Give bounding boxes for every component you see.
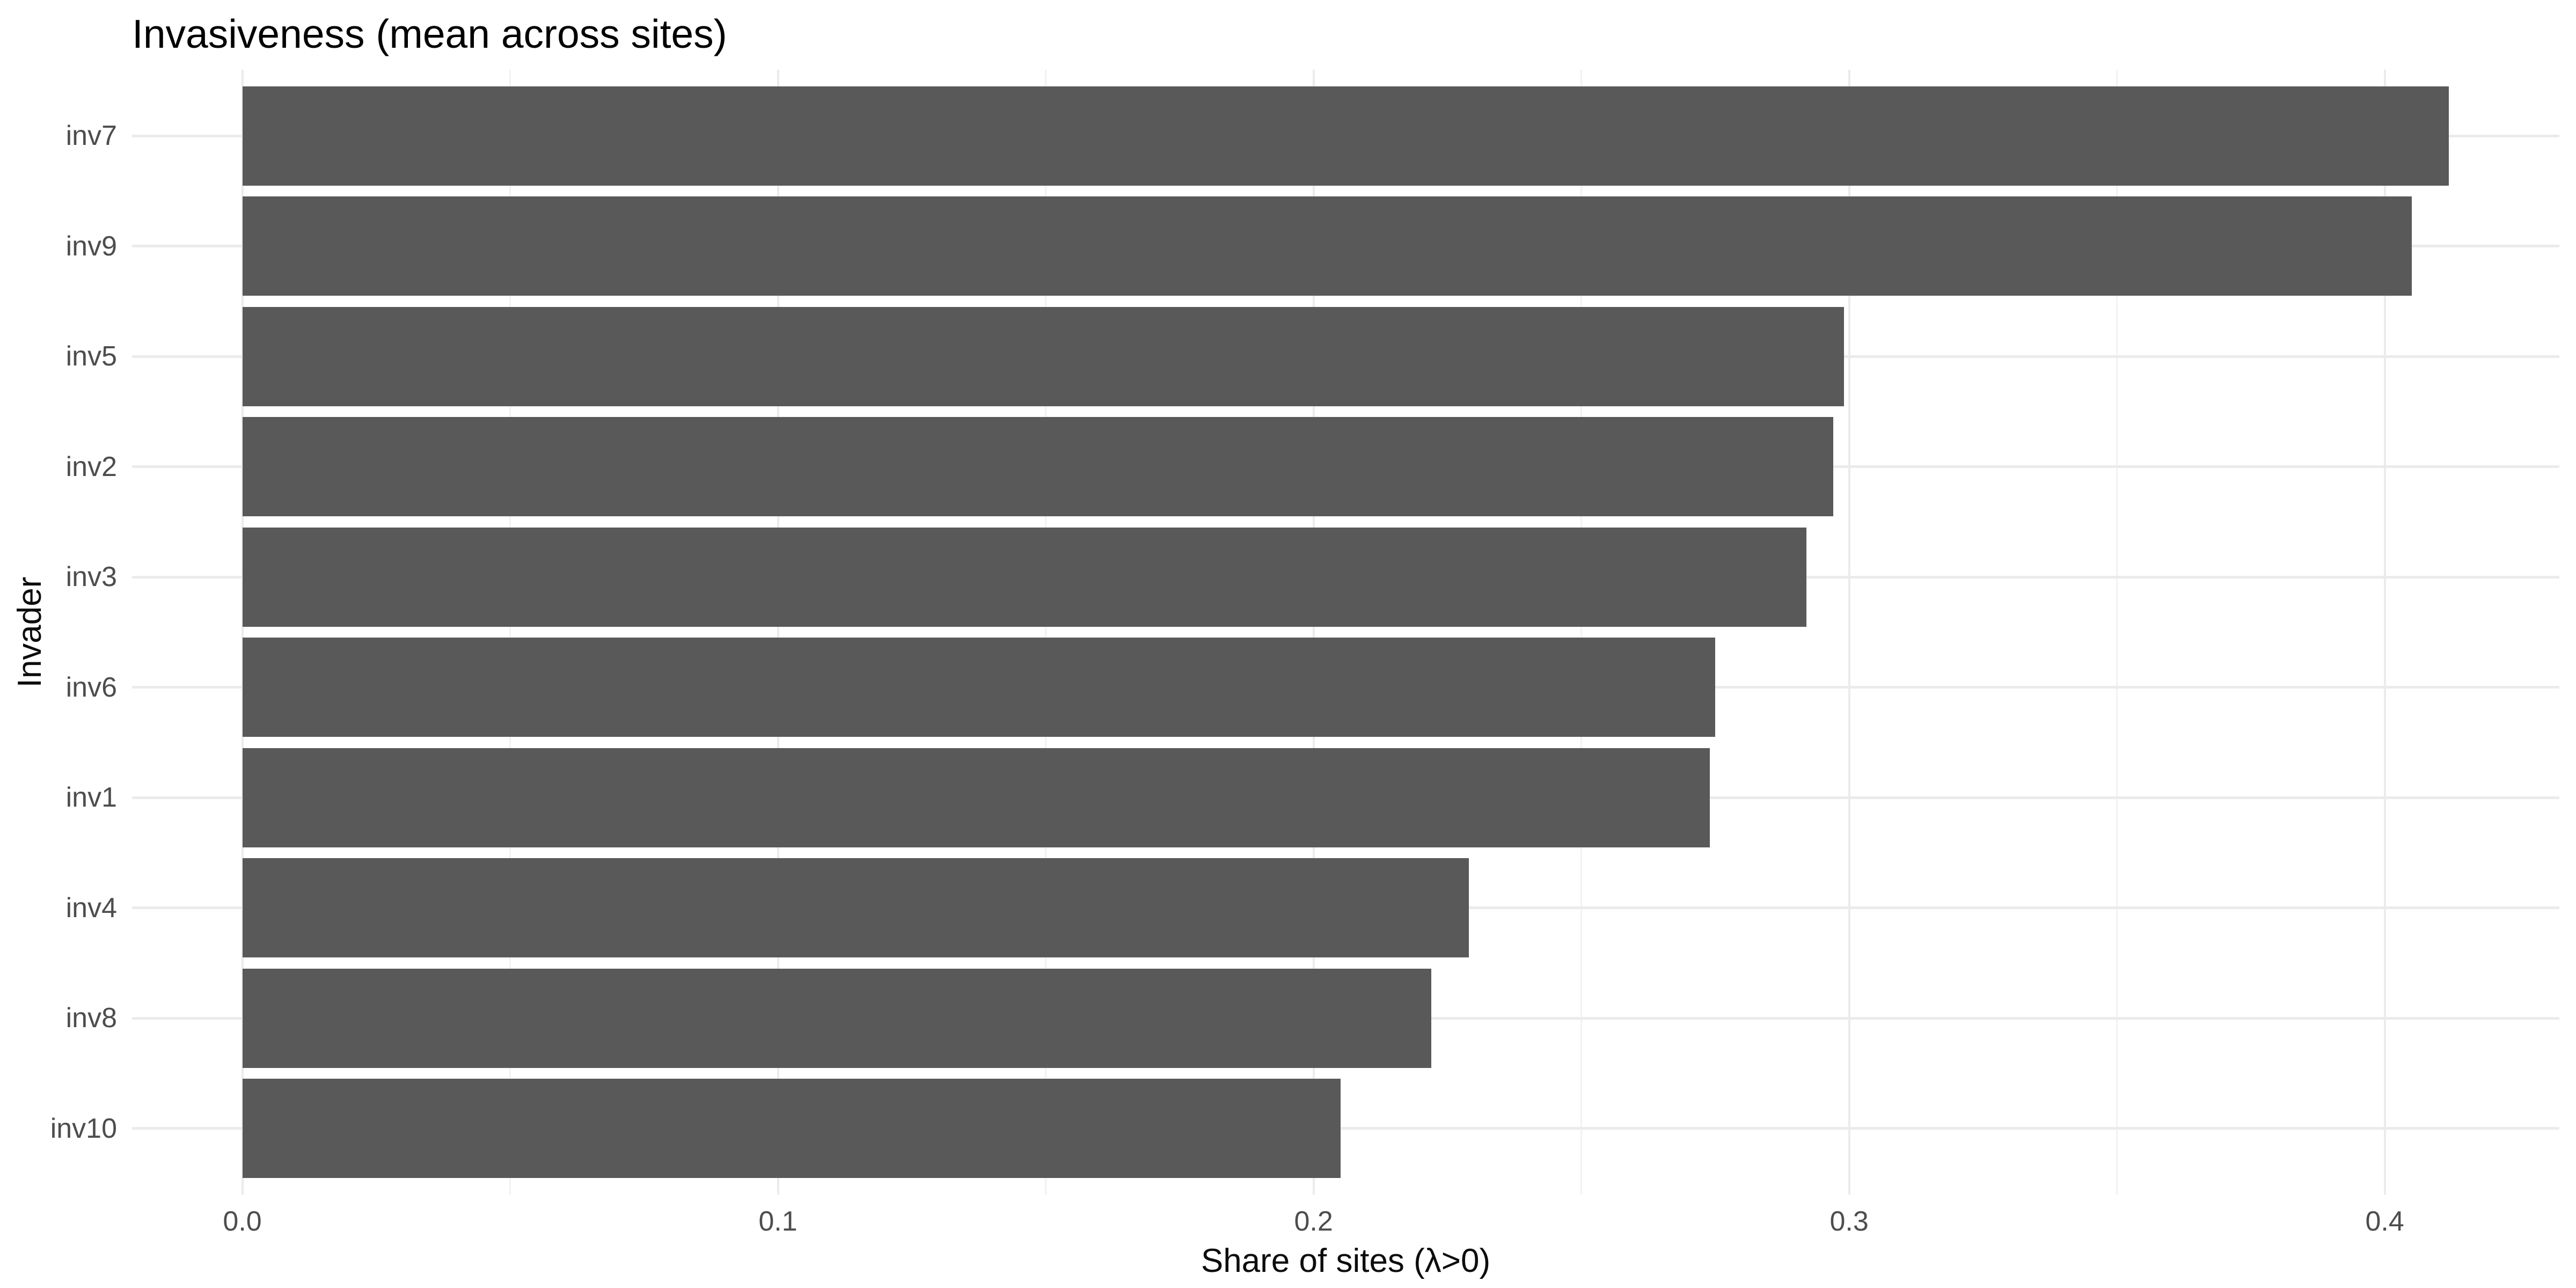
bar-inv5 [242,306,1844,406]
gridline-x-major-0 [241,70,244,1195]
y-tick-label-inv8: inv8 [65,1002,117,1034]
y-tick-label-inv5: inv5 [65,341,117,372]
y-tick-label-inv6: inv6 [65,671,117,703]
gridline-x-minor-0.35 [2116,70,2118,1195]
bar-inv4 [242,858,1469,958]
plot-title: Invasiveness (mean across sites) [132,11,727,56]
x-axis-title: Share of sites (λ>0) [1201,1242,1491,1279]
bar-inv6 [242,638,1716,737]
x-tick-label-0.2: 0.2 [1294,1206,1333,1237]
bar-inv10 [242,1079,1341,1179]
gridline-x-minor-0.05 [509,70,511,1195]
y-axis-title: Invader [11,576,48,688]
gridline-x-major-0.4 [2383,70,2386,1195]
y-tick-label-inv2: inv2 [65,451,117,482]
bar-inv2 [242,417,1833,517]
bar-inv9 [242,196,2412,296]
x-tick-label-0.4: 0.4 [2365,1206,2404,1237]
bar-inv8 [242,968,1432,1068]
gridline-x-major-0.2 [1312,70,1315,1195]
gridline-x-minor-0.25 [1580,70,1583,1195]
y-tick-label-inv4: inv4 [65,892,117,924]
x-tick-label-0.1: 0.1 [758,1206,797,1237]
y-tick-label-inv3: inv3 [65,561,117,593]
gridline-x-major-0.3 [1848,70,1850,1195]
bar-inv1 [242,748,1710,847]
x-tick-label-0.0: 0.0 [223,1206,262,1237]
bar-inv3 [242,527,1806,627]
y-tick-label-inv10: inv10 [50,1113,117,1144]
gridline-x-minor-0.15 [1045,70,1047,1195]
y-tick-label-inv9: inv9 [65,230,117,262]
bar-inv7 [242,86,2449,186]
gridline-x-major-0.1 [777,70,779,1195]
y-tick-label-inv1: inv1 [65,782,117,814]
gridline-y-inv10 [132,1127,2559,1130]
plot-panel [132,70,2559,1195]
x-tick-label-0.3: 0.3 [1829,1206,1869,1237]
y-tick-label-inv7: inv7 [65,120,117,152]
